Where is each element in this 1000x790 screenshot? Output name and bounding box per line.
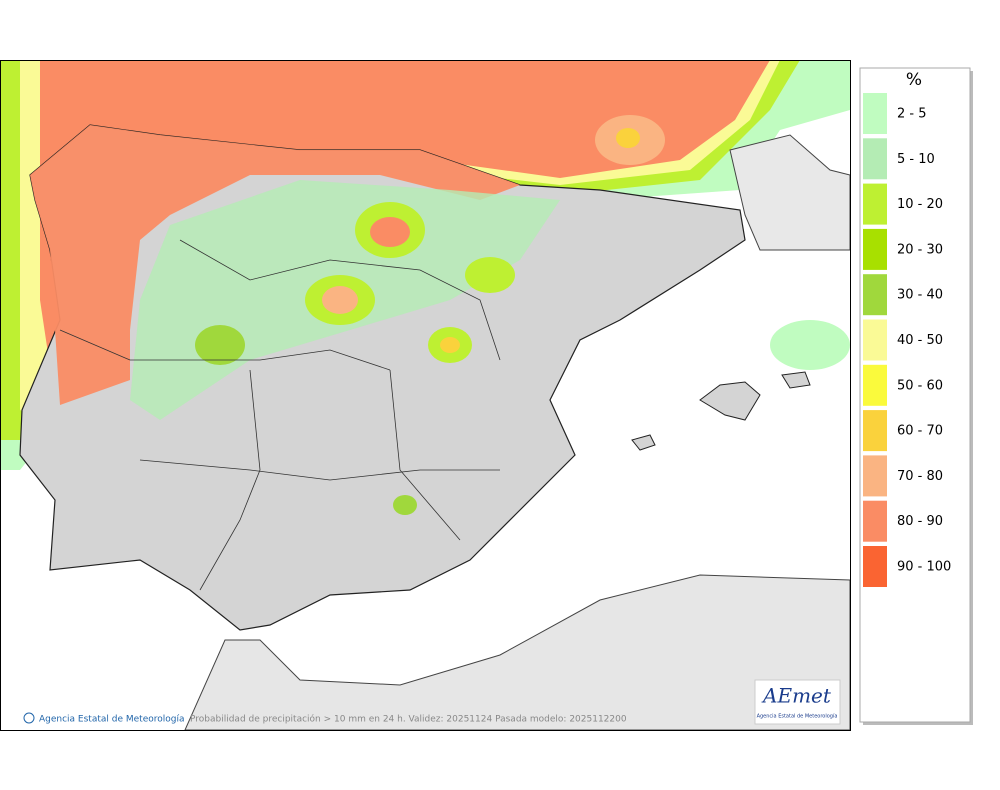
map <box>0 60 850 730</box>
blob <box>770 320 850 370</box>
island <box>781 371 811 389</box>
blob <box>465 257 515 293</box>
legend-items: 2 - 5 5 - 10 10 - 20 20 - 30 30 - 40 40 - 50 5… <box>863 93 951 587</box>
legend-label: 30 - 40 <box>897 288 943 303</box>
legend-swatch <box>863 274 887 316</box>
legend-title: % <box>906 70 922 90</box>
logo-box <box>754 679 841 725</box>
credit: Agencia Estatal de Meteorología <box>39 715 185 725</box>
blob <box>370 217 410 247</box>
legend-label: 70 - 80 <box>897 469 943 484</box>
map-frame <box>0 60 851 731</box>
legend-swatch <box>863 500 887 542</box>
legend-swatch <box>863 93 887 134</box>
legend-swatch <box>863 228 887 270</box>
blob <box>322 286 358 314</box>
legend-label: 10 - 20 <box>897 197 943 212</box>
legend-label: 5 - 10 <box>897 152 935 167</box>
legend-label: 90 - 100 <box>897 560 951 575</box>
island <box>699 381 761 421</box>
africa <box>184 574 850 730</box>
blob <box>393 495 417 515</box>
north-rain <box>30 125 520 405</box>
blob <box>440 337 460 353</box>
legend-label: 80 - 90 <box>897 514 943 529</box>
legend-swatch <box>863 319 887 361</box>
legend-swatch <box>863 183 887 225</box>
borders <box>59 239 501 591</box>
legend-label: 50 - 60 <box>897 378 943 393</box>
legend-label: 2 - 5 <box>897 107 927 122</box>
blob <box>195 325 245 365</box>
legend-label: 40 - 50 <box>897 333 943 348</box>
france <box>729 134 850 251</box>
legend-swatch <box>863 364 887 406</box>
blob <box>616 128 640 148</box>
island <box>631 434 656 451</box>
copyright-icon <box>23 712 35 724</box>
legend-swatch <box>863 138 887 180</box>
logo: AEmet <box>761 684 832 708</box>
legend-swatch <box>863 410 887 452</box>
legend-label: 60 - 70 <box>897 424 943 439</box>
legend-swatch <box>863 546 887 587</box>
logo-subtitle: Agencia Estatal de Meteorología <box>757 713 838 720</box>
legend-swatch <box>863 455 887 497</box>
legend-label: 20 - 30 <box>897 242 943 257</box>
caption: Probabilidad de precipitación > 10 mm en… <box>190 714 627 725</box>
